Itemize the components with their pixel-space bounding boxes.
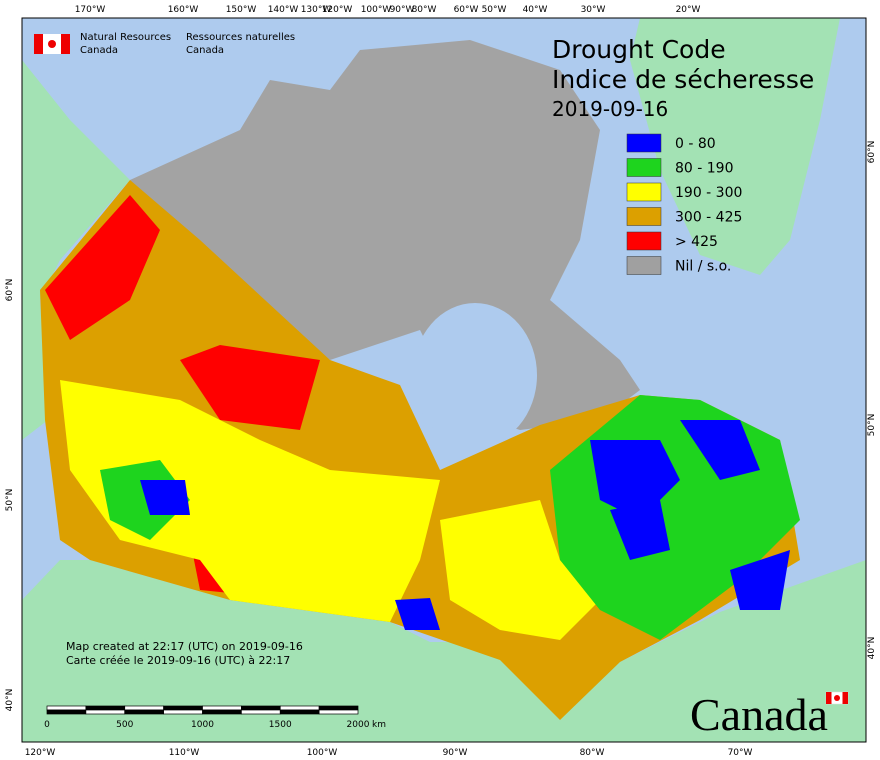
- scale-segment: [163, 705, 203, 711]
- agency-fr: Canada: [186, 45, 224, 56]
- scale-segment: [85, 709, 126, 715]
- scale-segment: [279, 705, 320, 711]
- graticule-label: 40°N: [867, 637, 877, 660]
- graticule-label: 40°W: [523, 5, 548, 15]
- graticule-label: 150°W: [226, 5, 257, 15]
- legend-swatch: [626, 231, 662, 251]
- alaska: [22, 60, 130, 440]
- zone-blue: [140, 480, 190, 515]
- flag-band: [842, 692, 848, 704]
- legend-swatch: [626, 256, 662, 275]
- scale-segment: [318, 705, 359, 711]
- graticule-label: 170°W: [75, 5, 106, 15]
- scale-bar: 0 500 1000 1500 2000 km: [44, 705, 386, 730]
- hudson-bay: [413, 303, 537, 447]
- note: Carte créée le 2019-09-16 (UTC) à 22:17: [66, 654, 290, 667]
- scale-label: 500: [116, 720, 133, 730]
- graticule-label: 120°W: [322, 5, 353, 15]
- graticule-label: 120°W: [25, 748, 56, 758]
- graticule-label: 100°W: [361, 5, 392, 15]
- graticule-label: 90°W: [443, 748, 468, 758]
- legend-label: 0 - 80: [675, 136, 716, 152]
- scale-label: 2000: [347, 720, 370, 730]
- zone-blue: [730, 550, 790, 610]
- graticule-label: 50°W: [482, 5, 507, 15]
- graticule-label: 20°W: [676, 5, 701, 15]
- scale-label: 1000: [191, 720, 214, 730]
- legend-label: 190 - 300: [675, 185, 742, 201]
- graticule-label: 50°N: [5, 489, 15, 512]
- scale-segment: [241, 709, 281, 715]
- scale-unit: km: [372, 720, 386, 730]
- graticule-label: 60°N: [867, 141, 877, 164]
- graticule-label: 50°N: [867, 414, 877, 437]
- scale-segment: [124, 705, 164, 711]
- graticule-label: 130°W: [301, 5, 332, 15]
- title: Indice de sécheresse: [552, 65, 814, 94]
- flag-band: [34, 34, 43, 54]
- scale-segment: [202, 709, 242, 715]
- legend-label: 80 - 190: [675, 161, 734, 177]
- graticule-label: 140°W: [268, 5, 299, 15]
- scale-segment: [46, 705, 87, 711]
- zone-yellow: [440, 500, 600, 640]
- scale-segment: [124, 709, 164, 715]
- zone-red: [45, 195, 160, 340]
- scale-segment: [279, 709, 320, 715]
- canada-wordmark: Canada: [690, 689, 849, 740]
- zone-blue: [610, 500, 670, 560]
- graticule-label: 90°W: [390, 5, 415, 15]
- nrcan-logo: Natural Resources Canada Ressources natu…: [34, 32, 295, 56]
- scale-segment: [163, 709, 203, 715]
- graticule-label: 110°W: [169, 748, 200, 758]
- graticule-label: 100°W: [307, 748, 338, 758]
- zone-blue: [590, 440, 680, 520]
- zone-red: [180, 345, 320, 430]
- graticule-label: 80°W: [412, 5, 437, 15]
- scale-segment: [85, 705, 126, 711]
- legend-label: Nil / s.o.: [675, 259, 731, 275]
- graticule-label: 60°N: [5, 279, 15, 302]
- legend-label: > 425: [675, 234, 718, 250]
- legend-swatch: [626, 207, 662, 226]
- wordmark: Canada: [690, 689, 828, 740]
- united-states: [22, 560, 866, 742]
- graticule-label: 60°W: [454, 5, 479, 15]
- scale-segment: [241, 705, 281, 711]
- zone-blue: [680, 420, 760, 480]
- agency-fr: Ressources naturelles: [186, 32, 295, 43]
- greenland: [630, 18, 840, 275]
- legend-swatch: [626, 182, 662, 202]
- note: Map created at 22:17 (UTC) on 2019-09-16: [66, 640, 303, 653]
- scale-segment: [318, 709, 359, 715]
- legend: 0 - 80 80 - 190 190 - 300 300 - 425 > 425 Nil…: [626, 133, 742, 275]
- graticule-label: 70°W: [728, 748, 753, 758]
- flag-band: [826, 692, 832, 704]
- zone-blue: [395, 598, 440, 630]
- zone-yellow: [60, 380, 440, 622]
- scale-label: 1500: [269, 720, 292, 730]
- legend-swatch: [626, 158, 662, 177]
- graticule-label: 30°W: [581, 5, 606, 15]
- flag-leaf: [834, 695, 840, 701]
- agency-en: Canada: [80, 45, 118, 56]
- legend-label: 300 - 425: [675, 210, 742, 226]
- graticule-label: 80°W: [580, 748, 605, 758]
- flag-leaf: [48, 40, 56, 48]
- agency-en: Natural Resources: [80, 32, 171, 43]
- title: Drought Code: [552, 35, 726, 64]
- graticule-label: 40°N: [5, 689, 15, 712]
- flag-band: [61, 34, 70, 54]
- scale-segment: [202, 705, 242, 711]
- legend-swatch: [626, 133, 662, 153]
- scale-segment: [46, 709, 87, 715]
- basemap: [22, 18, 866, 742]
- date: 2019-09-16: [552, 97, 668, 121]
- graticule-label: 160°W: [168, 5, 199, 15]
- scale-label: 0: [44, 720, 50, 730]
- map-border: [21, 17, 867, 743]
